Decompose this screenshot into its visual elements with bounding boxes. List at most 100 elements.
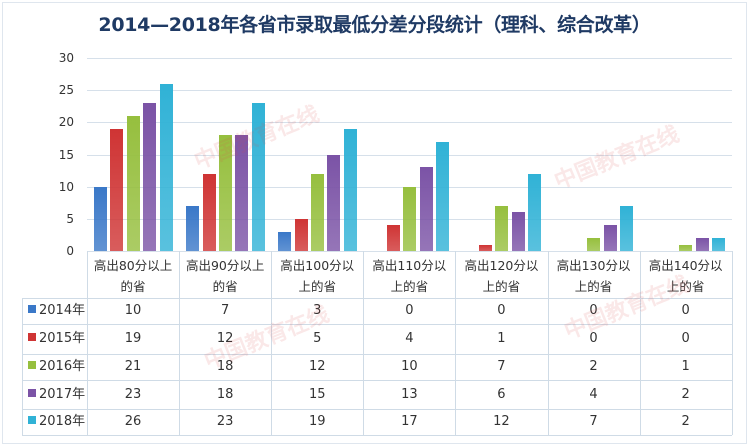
- bar-2017年: [419, 167, 433, 251]
- table-cell: 4: [589, 386, 598, 402]
- bar-2016年: [311, 173, 324, 251]
- bar-2015年: [294, 218, 308, 251]
- table-cell: 13: [401, 386, 418, 402]
- table-cell: 1: [681, 359, 690, 374]
- legend-entry: 2015年: [28, 331, 85, 347]
- bar-2016年: [587, 238, 601, 251]
- table-border: [22, 324, 732, 325]
- gridline: [87, 122, 732, 123]
- category-header: 高出140分以 上的省: [640, 255, 732, 297]
- legend-label: 2015年: [39, 331, 86, 346]
- bar-2014年: [278, 231, 292, 251]
- bar-2017年: [327, 154, 341, 251]
- category-header-line: 高出130分以: [556, 258, 631, 273]
- table-border: [22, 435, 732, 436]
- table-cell: 5: [313, 331, 322, 346]
- table-border: [179, 251, 180, 435]
- y-tick-label: 20: [58, 115, 74, 129]
- legend-entry: 2018年: [28, 414, 85, 430]
- gridline: [87, 155, 732, 156]
- gridline: [87, 58, 732, 59]
- bar-2017年: [511, 212, 525, 251]
- bar-2014年: [186, 206, 200, 251]
- bar-2016年: [495, 206, 509, 251]
- bar-2018年: [528, 173, 541, 251]
- legend-swatch-icon: [28, 416, 36, 424]
- table-cell: 10: [401, 359, 418, 374]
- table-cell: 23: [216, 414, 234, 429]
- y-tick-label: 10: [58, 180, 74, 194]
- category-header-line: 高出80分以上: [93, 258, 173, 273]
- bar-2015年: [110, 128, 124, 251]
- legend-entry: 2016年: [28, 359, 85, 375]
- category-header-line: 的省: [212, 279, 238, 294]
- table-cell: 17: [401, 414, 418, 429]
- gridline: [87, 251, 732, 252]
- legend-entry: 2017年: [28, 387, 85, 403]
- bar-2016年: [403, 186, 417, 251]
- legend-swatch-icon: [28, 305, 36, 313]
- bar-2016年: [218, 135, 232, 251]
- table-cell: 2: [589, 359, 598, 374]
- bar-2018年: [343, 128, 357, 251]
- table-cell: 0: [589, 303, 598, 318]
- category-header: 高出110分以 上的省: [363, 255, 455, 297]
- category-header: 高出90分以上 的省: [179, 255, 271, 297]
- legend-entry: 2014年: [28, 303, 85, 319]
- category-header: 高出100分以 上的省: [271, 255, 363, 297]
- table-border: [640, 251, 641, 435]
- table-border: [22, 380, 732, 381]
- table-border: [22, 298, 23, 435]
- category-header-line: 上的省: [298, 279, 336, 294]
- table-cell: 0: [405, 303, 414, 318]
- legend-swatch-icon: [28, 388, 36, 397]
- bar-2018年: [435, 141, 449, 251]
- category-header: 高出80分以上 的省: [87, 255, 179, 297]
- category-header-line: 高出90分以上: [185, 258, 265, 273]
- y-tick-label: 25: [58, 83, 74, 97]
- legend-label: 2017年: [39, 386, 86, 402]
- legend-label: 2018年: [39, 414, 86, 429]
- bar-2016年: [679, 244, 693, 251]
- category-header-line: 的省: [120, 279, 146, 294]
- table-cell: 18: [216, 386, 234, 402]
- category-header-line: 上的省: [666, 279, 705, 294]
- category-header-line: 高出140分以: [648, 258, 723, 273]
- table-border: [455, 251, 456, 435]
- y-tick-label: 30: [58, 51, 74, 65]
- table-cell: 0: [681, 331, 690, 346]
- table-cell: 4: [405, 331, 414, 346]
- legend-swatch-icon: [28, 361, 36, 369]
- table-cell: 23: [124, 386, 142, 402]
- bar-2018年: [712, 238, 726, 251]
- table-border: [732, 251, 733, 435]
- table-cell: 2: [681, 386, 690, 402]
- bar-2018年: [251, 103, 265, 251]
- legend-swatch-icon: [28, 333, 36, 341]
- table-cell: 12: [308, 359, 326, 374]
- table-border: [271, 251, 272, 435]
- table-cell: 0: [497, 303, 506, 318]
- table-cell: 1: [497, 331, 506, 346]
- chart-title: 2014—2018年各省市录取最低分差分段统计（理科、综合改革）: [98, 14, 651, 36]
- bar-2015年: [386, 225, 400, 251]
- bar-2015年: [202, 173, 216, 251]
- category-header-line: 上的省: [390, 279, 429, 294]
- table-cell: 18: [216, 359, 234, 374]
- legend-label: 2014年: [39, 303, 86, 318]
- category-header: 高出130分以 上的省: [548, 255, 640, 297]
- table-border: [87, 251, 88, 435]
- bar-2015年: [478, 244, 492, 251]
- table-border: [548, 251, 549, 435]
- table-cell: 12: [216, 331, 234, 346]
- category-header: 高出120分以 上的省: [455, 255, 547, 297]
- table-cell: 3: [313, 303, 322, 318]
- bar-2017年: [695, 238, 709, 251]
- category-header-line: 高出100分以: [280, 258, 355, 273]
- bar-2014年: [94, 186, 107, 251]
- table-cell: 7: [221, 303, 230, 318]
- table-border: [22, 354, 732, 355]
- y-tick-label: 0: [66, 244, 74, 258]
- bar-2017年: [143, 103, 157, 251]
- category-header-line: 上的省: [574, 279, 613, 294]
